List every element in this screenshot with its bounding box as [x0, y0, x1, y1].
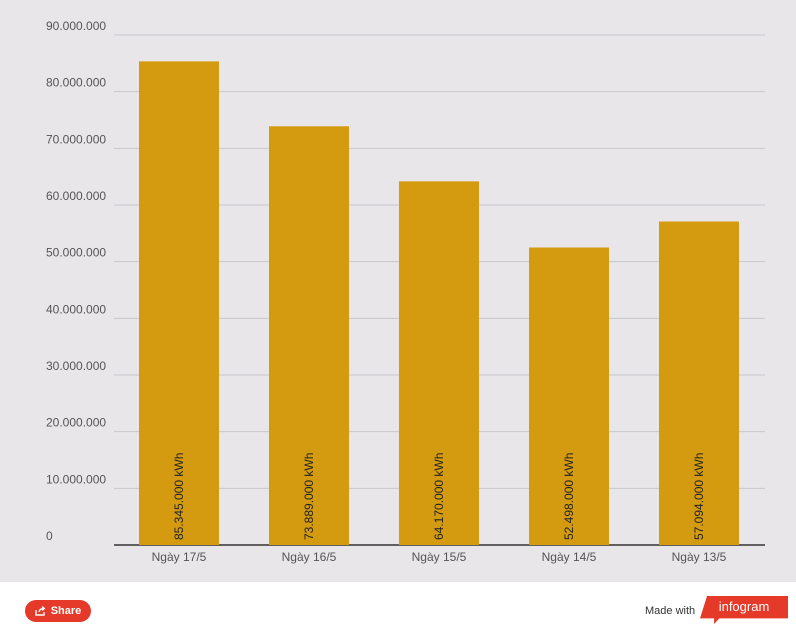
bar-data-label: 85.345.000 kWh: [172, 453, 186, 540]
share-button[interactable]: Share: [25, 600, 91, 622]
y-tick-label: 20.000.000: [46, 416, 106, 430]
share-icon: [35, 606, 46, 616]
y-tick-label: 30.000.000: [46, 359, 106, 373]
bar[interactable]: [139, 61, 219, 546]
infogram-brand: infogram: [718, 599, 770, 614]
chart-area: 0 10.000.000 20.000.000 30.000.000 40.000.00…: [0, 0, 796, 582]
x-tick-label: Ngày 13/5: [672, 550, 727, 564]
share-label: Share: [50, 605, 82, 617]
y-tick-label: 70.000.000: [46, 132, 106, 146]
made-with-text: Made with: [645, 605, 696, 617]
bar[interactable]: [399, 181, 479, 545]
x-tick-label: Ngày 17/5: [152, 550, 207, 564]
y-tick-label: 10.000.000: [46, 472, 106, 486]
x-tick-label: Ngày 16/5: [282, 550, 337, 564]
x-tick-label: Ngày 14/5: [542, 550, 597, 564]
y-tick-label: 90.000.000: [46, 19, 106, 33]
bar-data-label: 64.170.000 kWh: [432, 453, 446, 540]
infogram-logo[interactable]: infogram: [700, 596, 788, 624]
bar[interactable]: [269, 126, 349, 546]
bar-data-label: 52.498.000 kWh: [562, 453, 576, 540]
y-tick-label: 60.000.000: [46, 189, 106, 203]
bar-data-label: 73.889.000 kWh: [302, 453, 316, 540]
x-tick-label: Ngày 15/5: [412, 550, 467, 564]
y-tick-label: 50.000.000: [46, 246, 106, 260]
y-tick-label: 80.000.000: [46, 76, 106, 90]
footer: Share Made with infogram: [0, 582, 796, 630]
bar[interactable]: [659, 221, 739, 545]
bar-chart: 0 10.000.000 20.000.000 30.000.000 40.000.00…: [46, 19, 765, 564]
y-tick-label: 0: [46, 529, 53, 543]
y-tick-label: 40.000.000: [46, 302, 106, 316]
bar-data-label: 57.094.000 kWh: [692, 453, 706, 540]
bar[interactable]: [529, 247, 609, 545]
